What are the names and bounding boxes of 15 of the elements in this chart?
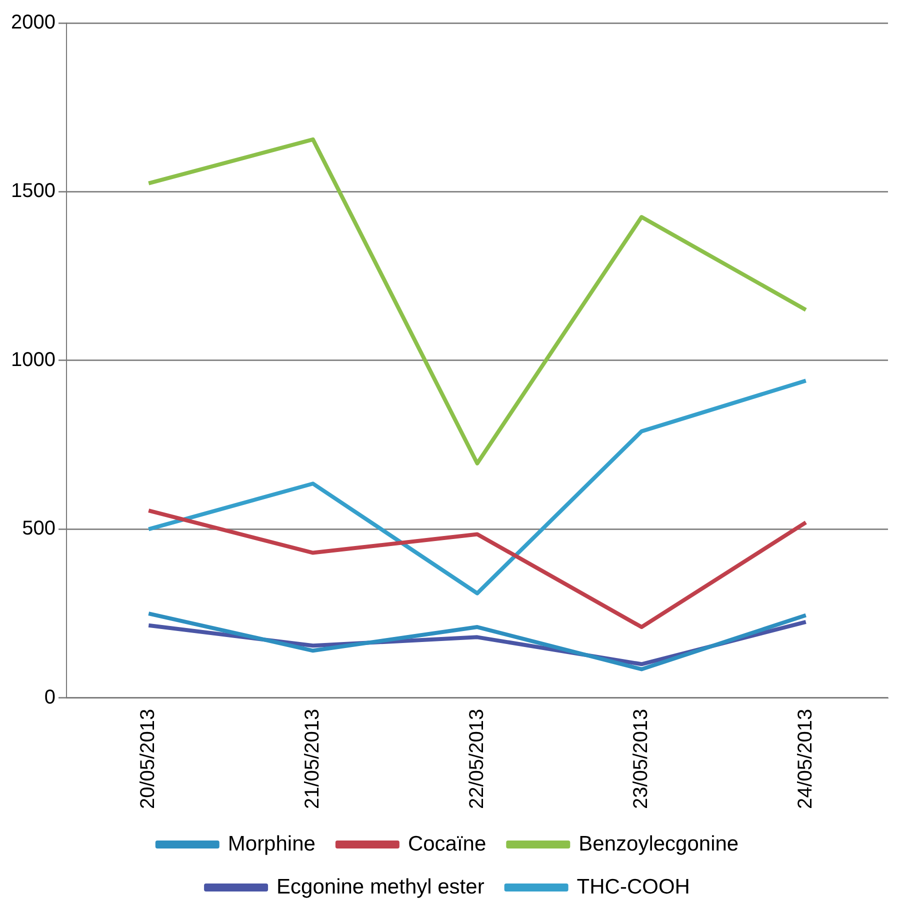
y-tick-label: 1500 (10, 180, 56, 202)
x-tick-label: 21/05/2013 (301, 708, 324, 810)
x-tick-label: 22/05/2013 (466, 708, 488, 810)
legend-label: Cocaïne (408, 832, 486, 856)
y-tick-label: 2000 (10, 12, 56, 34)
y-tick-label: 500 (22, 518, 56, 540)
x-tick-label: 20/05/2013 (137, 708, 160, 810)
x-tick-label: 24/05/2013 (794, 708, 816, 810)
y-tick-label: 0 (44, 686, 56, 708)
legend-label: Ecgonine methyl ester (276, 875, 484, 898)
y-tick-label: 1000 (10, 348, 56, 371)
x-tick-label: 23/05/2013 (630, 708, 652, 810)
legend-label: Morphine (228, 832, 316, 856)
legend-label: Benzoylecgonine (578, 832, 739, 856)
legend-label: THC-COOH (576, 875, 690, 898)
